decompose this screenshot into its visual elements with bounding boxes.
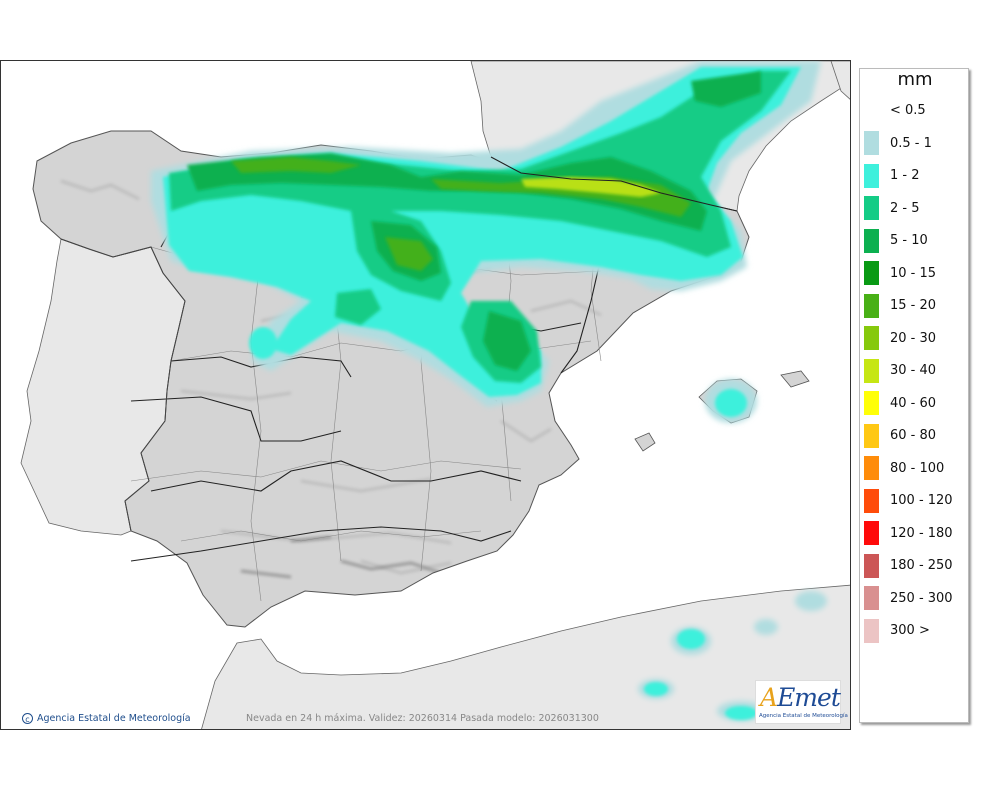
portugal-border <box>60 238 186 532</box>
legend-swatch <box>864 423 879 448</box>
copyright-icon: c <box>22 713 33 724</box>
legend-swatch <box>864 488 879 513</box>
legend-swatch <box>864 618 879 643</box>
legend-item: 10 - 15 <box>864 261 936 285</box>
legend-label: 30 - 40 <box>890 363 937 378</box>
legend-swatch <box>864 131 879 155</box>
legend-item: 120 - 180 <box>864 521 953 545</box>
agency-credit: c Agencia Estatal de Meteorología <box>22 713 191 724</box>
africa-land <box>201 584 850 729</box>
legend-label: 180 - 250 <box>890 558 953 573</box>
legend-item: 80 - 100 <box>864 456 944 480</box>
legend-label: 1 - 2 <box>890 168 920 183</box>
legend-swatch <box>864 293 879 318</box>
legend-swatch <box>864 261 879 285</box>
legend-swatch <box>864 326 879 350</box>
legend-swatch <box>864 586 879 610</box>
ibiza-land <box>634 432 656 452</box>
legend-item: 300 > <box>864 618 930 643</box>
legend-panel: mm < 0.5 0.5 - 1 1 - 2 2 - 5 5 - 10 10 - 15 1… <box>859 68 969 723</box>
legend-swatch <box>864 163 879 188</box>
legend-item: 180 - 250 <box>864 553 953 578</box>
legend-label: 60 - 80 <box>890 428 937 443</box>
menorca-land <box>780 370 810 388</box>
map-caption: Nevada en 24 h máxima. Validez: 20260314… <box>246 713 599 724</box>
legend-label: 20 - 30 <box>890 330 937 346</box>
legend-label: 15 - 20 <box>890 298 937 313</box>
legend-item: 1 - 2 <box>864 163 920 188</box>
legend-label: 0.5 - 1 <box>890 135 932 151</box>
legend-swatch <box>864 228 879 253</box>
legend-swatch <box>864 553 879 578</box>
legend-unit: mm <box>897 69 933 90</box>
legend-label: 5 - 10 <box>890 233 928 248</box>
map-canvas <box>1 61 850 729</box>
legend-swatch <box>864 521 879 545</box>
credit-text: Agencia Estatal de Meteorología <box>37 713 191 724</box>
legend-label: 100 - 120 <box>890 493 953 508</box>
legend-swatch <box>864 391 879 415</box>
legend-item: 20 - 30 <box>864 326 936 350</box>
legend-label: 300 > <box>890 623 930 638</box>
legend-item: 250 - 300 <box>864 586 953 610</box>
legend-label: 40 - 60 <box>890 395 937 411</box>
legend-item: 30 - 40 <box>864 358 937 383</box>
legend-item: 100 - 120 <box>864 488 953 513</box>
forecast-map <box>0 60 851 730</box>
legend-item: 2 - 5 <box>864 196 920 220</box>
corsica-land <box>830 61 850 100</box>
legend-label: 80 - 100 <box>890 460 945 476</box>
legend-lowest-label: < 0.5 <box>890 103 926 118</box>
legend-item: 60 - 80 <box>864 423 937 448</box>
legend-item: 40 - 60 <box>864 391 936 415</box>
legend-label: 10 - 15 <box>890 265 937 281</box>
legend-label: 250 - 300 <box>890 590 953 606</box>
legend-label: 2 - 5 <box>890 200 920 216</box>
legend-item: 0.5 - 1 <box>864 131 932 155</box>
legend-swatch <box>864 358 879 383</box>
legend-swatch <box>864 196 879 220</box>
aemet-logo: AEmet Agencia Estatal de Meteorología <box>755 680 848 724</box>
pyrenees-border <box>490 156 738 212</box>
legend-item: 5 - 10 <box>864 228 928 253</box>
legend-label: 120 - 180 <box>890 525 953 541</box>
legend-swatch <box>864 456 879 480</box>
legend-item: 15 - 20 <box>864 293 937 318</box>
